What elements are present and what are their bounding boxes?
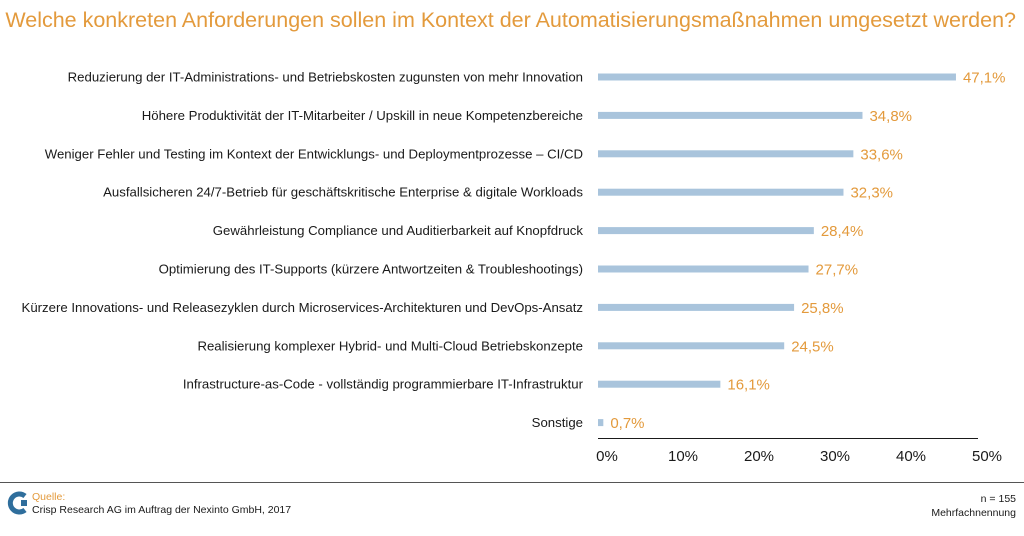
bar bbox=[598, 380, 721, 388]
x-tick-label: 10% bbox=[668, 448, 698, 465]
x-tick-label: 30% bbox=[820, 448, 850, 465]
category-label: Kürzere Innovations- und Releasezyklen d… bbox=[22, 300, 583, 315]
crisp-research-logo-icon bbox=[7, 491, 27, 515]
category-label: Höhere Produktivität der IT-Mitarbeiter … bbox=[142, 108, 583, 123]
x-tick-label: 40% bbox=[896, 448, 926, 465]
category-label: Ausfallsicheren 24/7-Betrieb für geschäf… bbox=[103, 185, 583, 200]
bar-chart: Reduzierung der IT-Administrations- und … bbox=[22, 70, 1006, 466]
footer-divider bbox=[0, 482, 1024, 483]
bar bbox=[598, 188, 844, 196]
value-label: 47,1% bbox=[963, 70, 1006, 87]
value-label: 25,8% bbox=[801, 300, 844, 317]
source-label: Quelle: bbox=[32, 491, 66, 503]
value-label: 27,7% bbox=[816, 262, 859, 279]
category-label: Weniger Fehler und Testing im Kontext de… bbox=[45, 146, 583, 161]
bar bbox=[598, 111, 863, 119]
value-label: 34,8% bbox=[869, 108, 912, 125]
bars bbox=[598, 73, 956, 427]
x-tick-label: 50% bbox=[972, 448, 1002, 465]
x-tick-label: 0% bbox=[596, 448, 618, 465]
value-label: 16,1% bbox=[727, 377, 770, 394]
bar bbox=[598, 227, 814, 235]
category-label: Realisierung komplexer Hybrid- und Multi… bbox=[197, 338, 583, 353]
bar bbox=[598, 342, 785, 350]
multiple-answers-note: Mehrfachnennung bbox=[931, 507, 1016, 519]
category-label: Reduzierung der IT-Administrations- und … bbox=[68, 70, 583, 85]
value-label: 33,6% bbox=[860, 146, 903, 163]
source-text: Crisp Research AG im Auftrag der Nexinto… bbox=[32, 504, 292, 516]
category-label: Optimierung des IT-Supports (kürzere Ant… bbox=[159, 262, 583, 277]
value-label: 32,3% bbox=[850, 185, 893, 202]
bar bbox=[598, 150, 854, 158]
chart-title: Welche konkreten Anforderungen sollen im… bbox=[5, 8, 1016, 32]
bar bbox=[598, 419, 604, 427]
value-label: 24,5% bbox=[791, 338, 834, 355]
value-label: 0,7% bbox=[610, 415, 644, 432]
bar bbox=[598, 265, 809, 273]
category-label: Gewährleistung Compliance und Auditierba… bbox=[213, 223, 584, 238]
value-label: 28,4% bbox=[821, 223, 864, 240]
category-labels: Reduzierung der IT-Administrations- und … bbox=[22, 70, 584, 431]
category-label: Infrastructure-as-Code - vollständig pro… bbox=[183, 377, 584, 392]
sample-size: n = 155 bbox=[980, 493, 1016, 505]
value-labels: 47,1% 34,8% 33,6% 32,3% 28,4% 27,7% 25,8% 24,5%… bbox=[610, 70, 1005, 433]
bar bbox=[598, 303, 795, 311]
bar bbox=[598, 73, 956, 81]
x-tick-label: 20% bbox=[744, 448, 774, 465]
category-label: Sonstige bbox=[532, 415, 583, 430]
x-tick-labels: 0% 10% 20% 30% 40% 50% bbox=[596, 448, 1002, 465]
